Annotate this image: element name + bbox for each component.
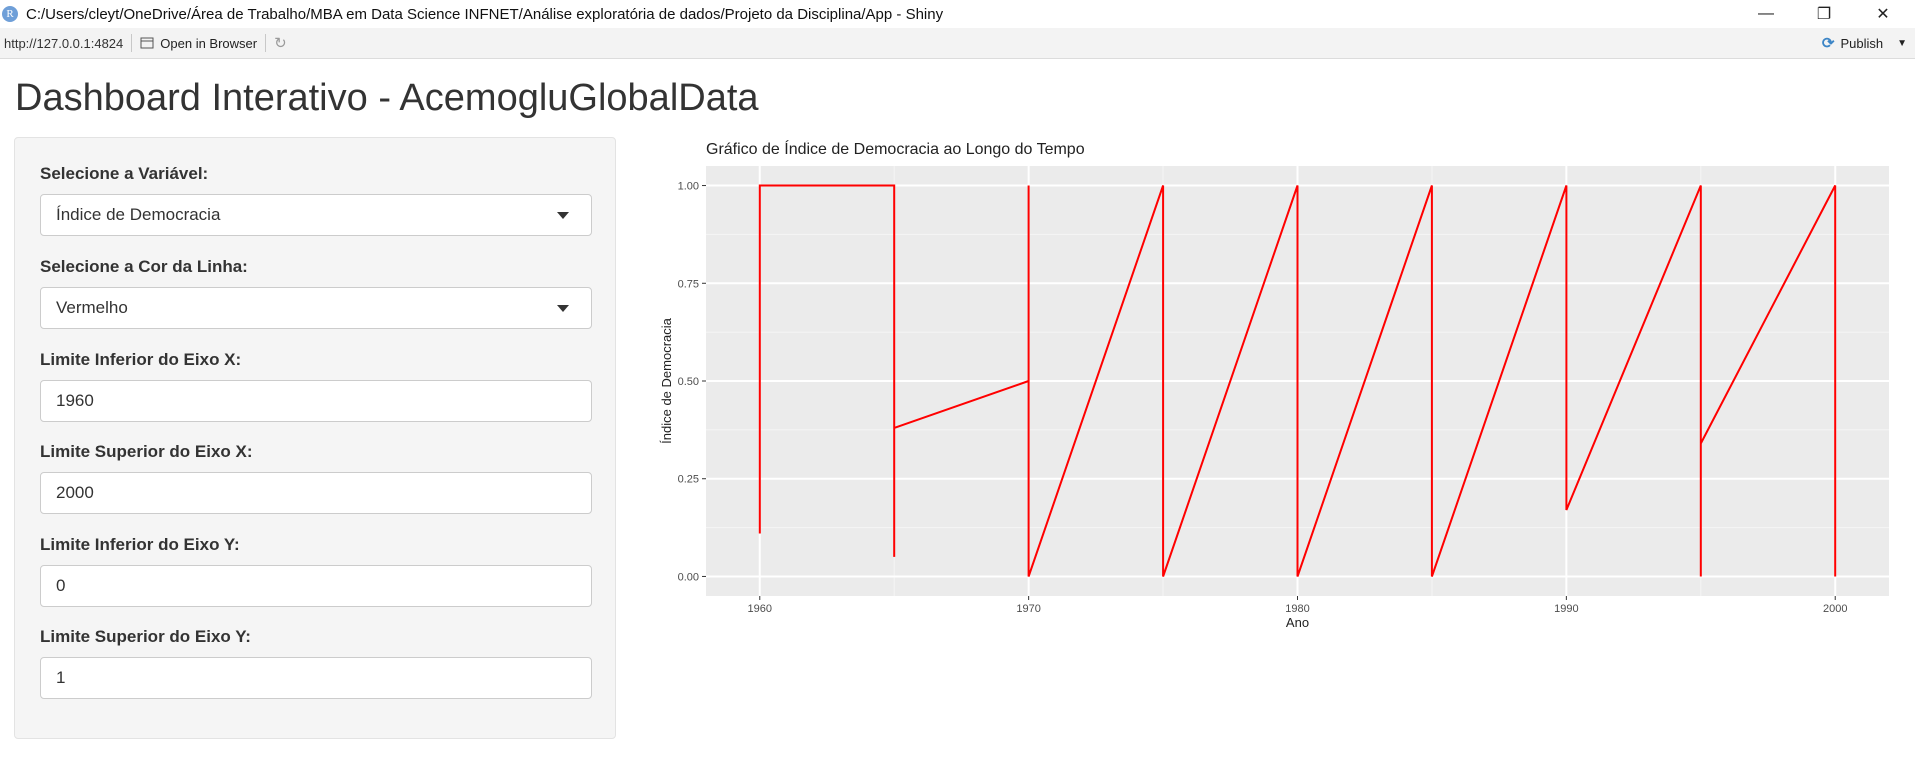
y-max-input[interactable]: 1 [40,657,592,699]
publish-icon: ⟳ [1821,35,1835,52]
x-tick-label: 1970 [1016,603,1040,615]
url-field[interactable]: http://127.0.0.1:4824 [4,35,124,51]
x-tick-label: 1980 [1285,603,1309,615]
x-max-input[interactable]: 2000 [40,472,592,514]
x-min-label: Limite Inferior do Eixo X: [40,350,242,369]
x-min-input[interactable]: 1960 [40,380,592,422]
chevron-down-icon [557,212,569,219]
page-title: Dashboard Interativo - AcemogluGlobalDat… [15,77,759,119]
line-color-select-value: Vermelho [56,298,128,317]
window-title-bar: R C:/Users/cleyt/OneDrive/Área de Trabal… [0,0,1915,28]
x-axis-title: Ano [1286,615,1309,630]
chart-title: Gráfico de Índice de Democracia ao Longo… [706,141,1085,158]
x-max-value: 2000 [56,483,94,502]
x-tick-label: 1990 [1554,603,1578,615]
variable-select[interactable]: Índice de Democracia [40,194,592,236]
publish-label: Publish [1840,35,1884,51]
open-in-browser-icon [140,37,154,49]
y-min-input[interactable]: 0 [40,565,592,607]
toolbar-divider [131,34,133,52]
sidebar-panel: Selecione a Variável: Índice de Democrac… [14,137,616,739]
y-min-label: Limite Inferior do Eixo Y: [40,535,240,554]
y-tick-label: 0.00 [678,571,699,583]
x-max-label: Limite Superior do Eixo X: [40,442,253,461]
x-tick-label: 1960 [748,603,772,615]
chevron-down-icon[interactable]: ▼ [1897,37,1907,49]
viewer-toolbar: http://127.0.0.1:4824 Open in Browser ↻ … [0,28,1915,59]
open-in-browser-button[interactable]: Open in Browser [140,36,257,51]
y-max-value: 1 [56,668,66,687]
y-axis-title: Índice de Democracia [659,317,674,443]
y-tick-label: 0.75 [678,278,699,290]
minimize-button[interactable]: — [1758,5,1774,22]
y-tick-label: 1.00 [678,181,699,193]
chevron-down-icon [557,305,569,312]
variable-select-value: Índice de Democracia [56,205,221,224]
democracy-index-line [758,184,1837,577]
x-min-value: 1960 [56,391,94,410]
line-color-select[interactable]: Vermelho [40,287,592,329]
y-max-label: Limite Superior do Eixo Y: [40,627,251,646]
toolbar-divider [265,34,267,52]
restore-button[interactable]: ❐ [1816,6,1832,23]
close-button[interactable]: ✕ [1876,6,1890,23]
window-title: C:/Users/cleyt/OneDrive/Área de Trabalho… [26,5,944,23]
open-in-browser-label: Open in Browser [160,35,258,51]
x-tick-label: 2000 [1823,603,1847,615]
y-min-value: 0 [56,576,66,595]
publish-button[interactable]: ⟳ Publish ▼ [1822,34,1907,52]
variable-select-label: Selecione a Variável: [40,164,209,183]
y-tick-label: 0.50 [678,376,699,388]
line-color-select-label: Selecione a Cor da Linha: [40,257,248,276]
democracy-line-chart: 1960 1970 1980 1990 2000 0.00 0.25 0.50 0.75 1.00… [659,166,1889,630]
r-app-icon: R [2,6,18,22]
y-tick-label: 0.25 [678,474,699,486]
reload-icon[interactable]: ↻ [274,35,287,52]
